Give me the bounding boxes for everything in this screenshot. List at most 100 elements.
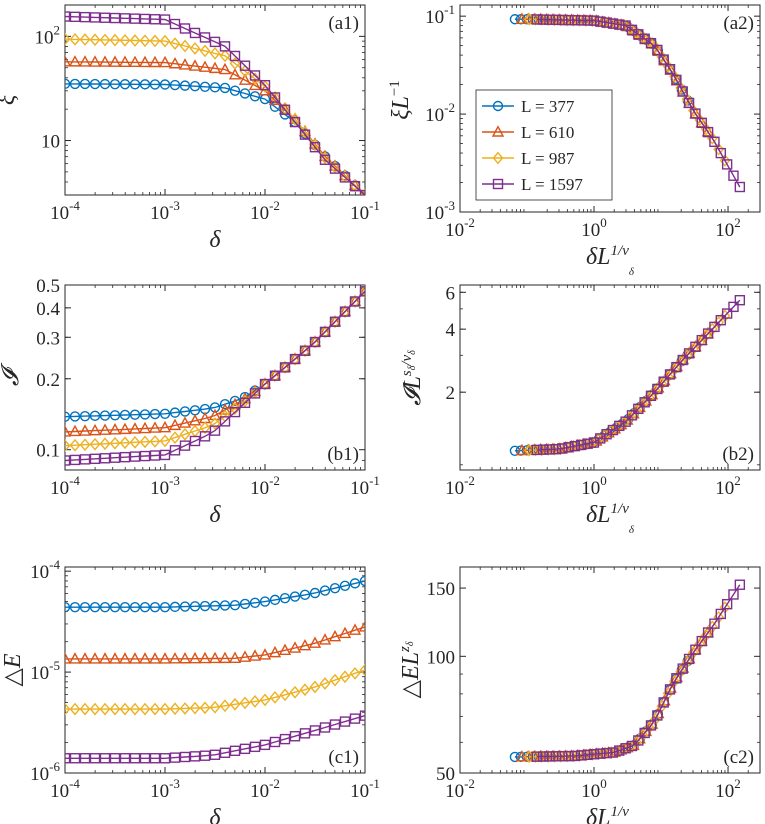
data-marker bbox=[149, 434, 161, 448]
data-marker bbox=[209, 46, 221, 60]
series-line bbox=[65, 580, 365, 608]
data-marker bbox=[65, 601, 71, 613]
y-tick-label: 0.3 bbox=[36, 328, 60, 349]
data-marker bbox=[199, 421, 211, 435]
data-marker bbox=[652, 44, 663, 56]
data-marker bbox=[79, 753, 91, 764]
data-marker bbox=[229, 697, 241, 711]
data-marker bbox=[218, 651, 232, 664]
data-marker bbox=[98, 423, 112, 435]
data-marker bbox=[159, 449, 171, 461]
data-marker bbox=[169, 407, 181, 418]
data-marker bbox=[68, 652, 82, 664]
data-marker bbox=[179, 440, 191, 451]
legend-marker bbox=[492, 100, 504, 112]
data-marker bbox=[199, 44, 211, 58]
data-marker bbox=[189, 81, 201, 92]
data-marker bbox=[229, 406, 241, 418]
data-marker bbox=[169, 18, 181, 30]
data-marker bbox=[728, 589, 739, 600]
data-marker bbox=[108, 423, 122, 435]
axes-frame bbox=[459, 284, 761, 471]
data-marker bbox=[645, 37, 657, 49]
data-marker bbox=[99, 410, 111, 421]
data-marker bbox=[199, 32, 211, 43]
data-marker bbox=[248, 649, 262, 661]
y-tick-label: 0.1 bbox=[36, 441, 60, 462]
data-marker bbox=[626, 410, 638, 421]
data-marker bbox=[178, 416, 192, 428]
panel-b1: 10-4 10-3 10-2 10-1 0.1 0.2 0.3 0.40.5 (b1) δ 𝓘 bbox=[0, 276, 380, 528]
data-marker bbox=[119, 702, 131, 716]
y-tick-label: 10-5 bbox=[30, 658, 60, 684]
data-marker bbox=[229, 745, 241, 757]
x-axis-label: δ bbox=[209, 227, 221, 253]
data-marker bbox=[99, 702, 111, 716]
data-marker bbox=[119, 409, 131, 421]
data-marker bbox=[65, 78, 71, 90]
data-marker bbox=[129, 702, 141, 716]
data-marker bbox=[159, 434, 171, 448]
data-marker bbox=[696, 635, 707, 647]
data-marker bbox=[118, 422, 132, 435]
y-tick-label: 10 bbox=[41, 132, 60, 153]
series-987 bbox=[65, 663, 365, 716]
data-marker bbox=[109, 753, 121, 764]
data-marker bbox=[109, 410, 121, 421]
data-marker bbox=[690, 108, 701, 119]
y-axis-label: ξL−1 bbox=[387, 80, 414, 120]
data-marker bbox=[359, 575, 365, 587]
x-tick-label: 102 bbox=[715, 473, 741, 499]
y-tick-label: 150 bbox=[427, 579, 456, 600]
data-marker bbox=[588, 15, 600, 26]
data-marker bbox=[550, 14, 562, 26]
data-marker bbox=[339, 670, 351, 684]
data-marker bbox=[89, 12, 101, 23]
data-marker bbox=[169, 431, 181, 444]
y-tick-label: 50 bbox=[436, 764, 455, 785]
data-marker bbox=[279, 362, 291, 373]
data-marker bbox=[99, 753, 111, 764]
data-marker bbox=[139, 435, 151, 449]
panel-b2: 10-2 100 102 2 4 6 (b2) δL1/νδ 𝓘Lsδ/νδ bbox=[399, 283, 761, 536]
data-marker bbox=[65, 702, 71, 716]
series-1597 bbox=[65, 710, 365, 764]
data-marker bbox=[169, 79, 181, 91]
data-marker bbox=[329, 719, 341, 730]
data-marker bbox=[299, 129, 311, 140]
data-marker bbox=[65, 55, 72, 67]
x-tick-label: 102 bbox=[715, 776, 741, 802]
data-marker bbox=[728, 301, 739, 313]
series-line bbox=[65, 83, 365, 195]
data-marker bbox=[69, 454, 81, 466]
series-line bbox=[65, 715, 365, 759]
data-marker bbox=[289, 353, 301, 365]
data-marker bbox=[209, 749, 221, 760]
data-marker bbox=[299, 589, 311, 601]
x-tick-label: 10-4 bbox=[50, 776, 80, 802]
data-marker bbox=[620, 416, 631, 427]
data-marker bbox=[79, 11, 91, 23]
data-marker bbox=[601, 747, 612, 759]
data-marker bbox=[89, 702, 101, 716]
panel-tag: (a2) bbox=[723, 13, 754, 34]
data-marker bbox=[149, 753, 161, 764]
data-marker bbox=[556, 443, 568, 454]
data-marker bbox=[531, 444, 542, 456]
data-marker bbox=[168, 418, 182, 431]
data-marker bbox=[709, 618, 720, 629]
data-marker bbox=[544, 751, 555, 762]
data-marker bbox=[595, 16, 606, 27]
series-377 bbox=[65, 78, 365, 195]
data-marker bbox=[179, 80, 191, 91]
data-marker bbox=[149, 14, 161, 25]
data-marker bbox=[179, 751, 191, 763]
y-tick-label: 6 bbox=[446, 283, 456, 304]
data-marker bbox=[208, 61, 222, 74]
x-tick-label: 10-4 bbox=[50, 473, 80, 499]
series-377 bbox=[65, 286, 365, 422]
data-marker bbox=[359, 286, 365, 297]
data-marker bbox=[159, 34, 171, 48]
data-marker bbox=[702, 627, 714, 638]
